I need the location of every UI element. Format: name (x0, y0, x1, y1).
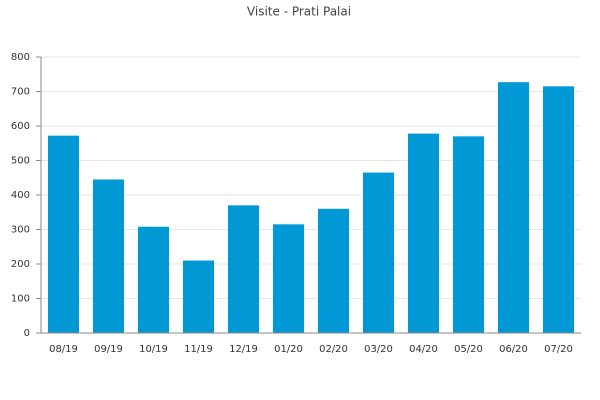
bar (137, 226, 170, 333)
bar (272, 224, 305, 333)
x-tick-label: 06/20 (499, 344, 528, 355)
bar (362, 172, 395, 333)
y-tick-label: 0 (24, 328, 30, 339)
x-tick-label: 07/20 (544, 344, 573, 355)
y-tick-label: 400 (11, 190, 30, 201)
y-tick-label: 300 (11, 225, 30, 236)
x-tick-label: 11/19 (184, 344, 213, 355)
bar (542, 86, 575, 333)
x-tick-label: 12/19 (229, 344, 258, 355)
y-tick-label: 800 (11, 52, 30, 63)
x-tick-label: 05/20 (454, 344, 483, 355)
y-tick-label: 600 (11, 121, 30, 132)
bar (182, 260, 215, 333)
y-tick-label: 100 (11, 294, 30, 305)
bar (407, 133, 440, 333)
bar (452, 136, 485, 333)
x-tick-label: 02/20 (319, 344, 348, 355)
y-tick-label: 700 (11, 87, 30, 98)
x-tick-label: 03/20 (364, 344, 393, 355)
x-tick-label: 10/19 (139, 344, 168, 355)
y-tick-label: 200 (11, 259, 30, 270)
bar (92, 179, 125, 333)
x-tick-label: 09/19 (94, 344, 123, 355)
x-tick-label: 01/20 (274, 344, 303, 355)
bar (47, 135, 80, 333)
chart-title: Visite - Prati Palai (247, 5, 351, 19)
bar (497, 82, 530, 333)
bar (317, 208, 350, 333)
x-tick-label: 04/20 (409, 344, 438, 355)
y-tick-label: 500 (11, 156, 30, 167)
x-tick-label: 08/19 (49, 344, 78, 355)
bar (227, 205, 260, 333)
